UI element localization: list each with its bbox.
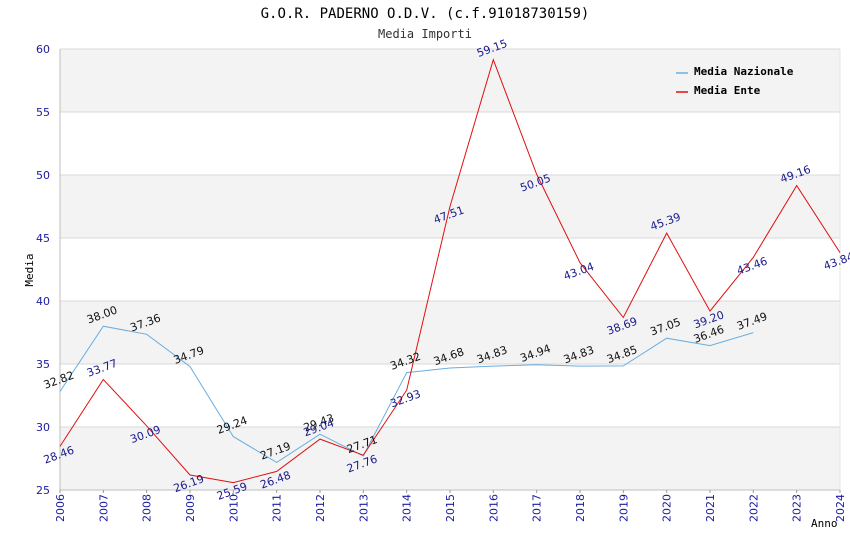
x-tick-label: 2012 [314, 494, 327, 522]
x-tick-label: 2024 [834, 494, 847, 522]
x-tick-label: 2022 [747, 494, 760, 522]
x-tick-label: 2018 [574, 494, 587, 522]
x-tick-label: 2017 [531, 494, 544, 522]
x-tick-label: 2008 [141, 494, 154, 522]
x-tick-label: 2009 [184, 494, 197, 522]
x-tick-label: 2016 [487, 494, 500, 522]
series-line-media-nazionale [59, 325, 754, 463]
y-tick-label: 30 [36, 421, 50, 434]
grid-band [60, 364, 840, 427]
legend-label-naz: Media Nazionale [694, 65, 794, 78]
grid-band [60, 49, 840, 112]
x-tick-label: 2013 [357, 494, 370, 522]
y-tick-label: 40 [36, 295, 50, 308]
series-lines [59, 58, 841, 484]
grid-band [60, 427, 840, 490]
y-tick-label: 50 [36, 169, 50, 182]
axes [59, 49, 841, 493]
series-line-media-ente [59, 58, 841, 484]
y-tick-label: 25 [36, 484, 50, 497]
x-tick-label: 2014 [401, 494, 414, 522]
chart-subtitle: Media Importi [378, 27, 472, 41]
x-axis-label: Anno [811, 517, 838, 530]
legend: Media Nazionale Media Ente [676, 65, 794, 97]
x-tick-label: 2011 [271, 494, 284, 522]
x-tick-label: 2006 [54, 494, 67, 522]
grid-band [60, 238, 840, 301]
x-tick-label: 2010 [227, 494, 240, 522]
y-tick-label: 35 [36, 358, 50, 371]
y-tick-label: 60 [36, 43, 50, 56]
y-tick-labels: 25 30 35 40 45 50 55 60 [36, 43, 50, 497]
x-tick-label: 2019 [617, 494, 630, 522]
y-axis-label: Media [23, 253, 36, 286]
x-tick-labels: 2006 2007 2008 2009 2010 2011 2012 2013 2014 2015… [54, 494, 847, 522]
y-tick-label: 45 [36, 232, 50, 245]
x-tick-label: 2020 [661, 494, 674, 522]
chart-title: G.O.R. PADERNO O.D.V. (c.f.91018730159) [261, 6, 590, 22]
y-tick-label: 55 [36, 106, 50, 119]
legend-label-ente: Media Ente [694, 84, 761, 97]
grid-bands [60, 49, 840, 490]
grid-band [60, 112, 840, 175]
x-tick-label: 2021 [704, 494, 717, 522]
x-tick-label: 2023 [791, 494, 804, 522]
x-tick-label: 2007 [97, 494, 110, 522]
x-tick-label: 2015 [444, 494, 457, 522]
